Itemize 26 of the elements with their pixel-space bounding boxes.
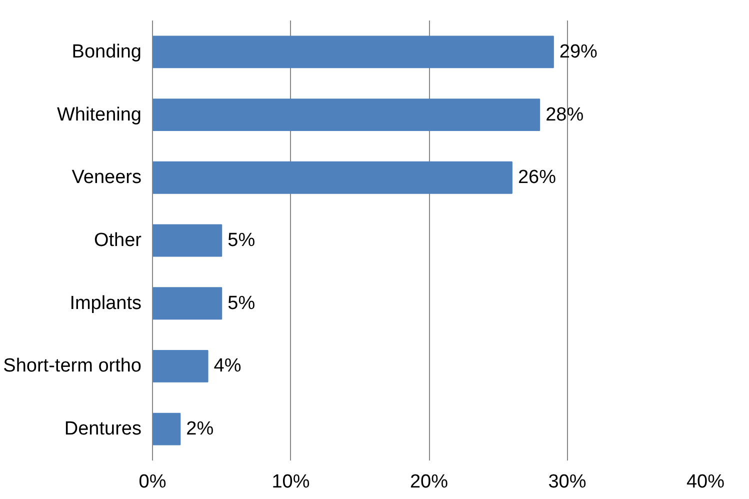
- data-label: 28%: [546, 104, 584, 126]
- x-tick-label: 10%: [272, 472, 310, 492]
- bar: [152, 350, 208, 382]
- y-tick-label: Other: [94, 230, 142, 251]
- data-label: 5%: [228, 292, 256, 314]
- data-label: 29%: [559, 41, 598, 62]
- y-tick-label: Dentures: [64, 418, 142, 440]
- x-tick-label: 40%: [686, 472, 725, 492]
- bar: [152, 224, 222, 257]
- x-tick-label: 30%: [548, 472, 586, 492]
- bar: [152, 36, 554, 68]
- x-tick-label: 0%: [138, 472, 166, 492]
- bar: [152, 287, 222, 320]
- data-label: 2%: [186, 418, 214, 440]
- bar: [152, 161, 512, 194]
- data-label: 4%: [214, 356, 242, 377]
- data-label: 5%: [228, 230, 256, 251]
- y-tick-label: Implants: [70, 292, 142, 314]
- y-tick-label: Bonding: [72, 41, 142, 62]
- bar: [152, 412, 181, 446]
- y-tick-label: Whitening: [57, 104, 142, 126]
- y-tick-label: Veneers: [72, 167, 142, 188]
- bar: [152, 98, 540, 131]
- x-tick-label: 20%: [410, 472, 448, 492]
- y-tick-label: Short-term ortho: [3, 356, 142, 377]
- data-label: 26%: [518, 167, 556, 188]
